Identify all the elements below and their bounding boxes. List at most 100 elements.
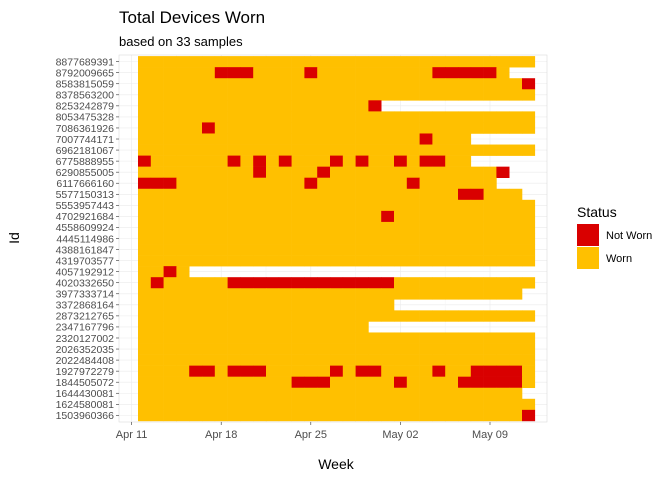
tile-worn bbox=[176, 199, 190, 212]
tile-worn bbox=[138, 288, 152, 300]
tile-worn bbox=[522, 210, 536, 223]
tile-worn bbox=[150, 133, 164, 145]
tile-worn bbox=[189, 398, 203, 411]
tile-worn bbox=[176, 332, 190, 344]
tile-worn bbox=[342, 144, 356, 156]
tile-worn bbox=[189, 78, 203, 90]
tile-worn bbox=[355, 100, 369, 112]
tile-worn bbox=[470, 244, 484, 256]
tile-worn bbox=[278, 144, 292, 156]
tile-worn bbox=[214, 122, 228, 134]
tile-worn bbox=[214, 144, 228, 156]
tile-not-worn bbox=[202, 122, 216, 134]
tile-worn bbox=[266, 210, 280, 223]
tile-not-worn bbox=[253, 166, 267, 178]
tile-worn bbox=[406, 56, 420, 68]
tile-worn bbox=[291, 122, 305, 134]
tile-worn bbox=[202, 100, 216, 112]
tile-worn bbox=[406, 365, 420, 377]
tile-worn bbox=[202, 188, 216, 201]
tile-not-worn bbox=[394, 155, 408, 167]
tile-worn bbox=[266, 188, 280, 201]
tile-worn bbox=[432, 111, 446, 123]
tile-worn bbox=[522, 232, 536, 245]
tile-worn bbox=[202, 288, 216, 300]
tile-worn bbox=[317, 133, 331, 145]
tile-worn bbox=[342, 321, 356, 333]
tile-worn bbox=[150, 365, 164, 377]
tile-worn bbox=[240, 100, 254, 112]
tile-worn bbox=[214, 376, 228, 389]
tile-worn bbox=[176, 299, 190, 311]
tile-worn bbox=[368, 398, 382, 411]
tile-not-worn bbox=[214, 67, 228, 79]
tile-worn bbox=[176, 387, 190, 400]
tile-worn bbox=[240, 133, 254, 145]
y-tick-label: 2873212765 bbox=[56, 311, 115, 323]
tile-worn bbox=[483, 310, 497, 322]
tile-worn bbox=[419, 332, 433, 344]
tile-worn bbox=[458, 255, 472, 267]
tile-worn bbox=[522, 199, 536, 212]
tile-worn bbox=[368, 387, 382, 400]
tile-worn bbox=[304, 332, 318, 344]
tile-worn bbox=[330, 177, 344, 190]
tile-worn bbox=[381, 376, 395, 389]
tile-worn bbox=[368, 255, 382, 267]
y-tick-label: 4057192912 bbox=[56, 266, 115, 278]
tile-worn bbox=[150, 166, 164, 178]
tile-worn bbox=[266, 56, 280, 68]
tile-worn bbox=[189, 111, 203, 123]
tile-worn bbox=[202, 244, 216, 256]
tile-worn bbox=[445, 188, 459, 201]
tile-worn bbox=[355, 133, 369, 145]
y-tick-label: 8877689391 bbox=[56, 56, 115, 68]
tile-worn bbox=[470, 232, 484, 245]
tile-worn bbox=[253, 56, 267, 68]
tile-worn bbox=[291, 354, 305, 366]
tile-worn bbox=[163, 100, 177, 112]
tile-worn bbox=[432, 332, 446, 344]
tile-worn bbox=[163, 78, 177, 90]
tile-worn bbox=[138, 255, 152, 267]
tile-worn bbox=[278, 221, 292, 234]
tile-worn bbox=[483, 199, 497, 212]
tile-worn bbox=[304, 398, 318, 411]
tile-worn bbox=[138, 277, 152, 289]
tile-worn bbox=[368, 199, 382, 212]
tile-worn bbox=[138, 299, 152, 311]
tile-worn bbox=[214, 111, 228, 123]
tile-worn bbox=[342, 255, 356, 267]
tile-worn bbox=[406, 409, 420, 422]
y-tick-label: 4319703577 bbox=[56, 255, 115, 267]
tile-worn bbox=[368, 89, 382, 101]
tile-worn bbox=[150, 409, 164, 422]
tile-worn bbox=[150, 299, 164, 311]
tile-worn bbox=[496, 310, 510, 322]
tile-worn bbox=[355, 232, 369, 245]
y-tick-label: 1624580081 bbox=[56, 399, 115, 411]
tile-worn bbox=[368, 310, 382, 322]
tile-worn bbox=[419, 144, 433, 156]
tile-not-worn bbox=[291, 277, 305, 289]
tile-worn bbox=[227, 210, 241, 223]
tile-worn bbox=[381, 387, 395, 400]
tile-not-worn bbox=[522, 78, 536, 90]
tile-worn bbox=[406, 144, 420, 156]
tile-worn bbox=[202, 111, 216, 123]
tile-worn bbox=[509, 188, 523, 201]
tile-not-worn bbox=[317, 277, 331, 289]
tile-worn bbox=[406, 310, 420, 322]
tile-not-worn bbox=[266, 277, 280, 289]
tile-worn bbox=[509, 343, 523, 355]
tile-worn bbox=[317, 398, 331, 411]
tile-worn bbox=[304, 166, 318, 178]
tile-worn bbox=[419, 111, 433, 123]
tile-worn bbox=[227, 166, 241, 178]
tile-worn bbox=[522, 398, 536, 411]
tile-worn bbox=[342, 332, 356, 344]
tile-worn bbox=[381, 67, 395, 79]
tile-worn bbox=[368, 210, 382, 223]
tile-worn bbox=[419, 78, 433, 90]
tile-worn bbox=[445, 122, 459, 134]
